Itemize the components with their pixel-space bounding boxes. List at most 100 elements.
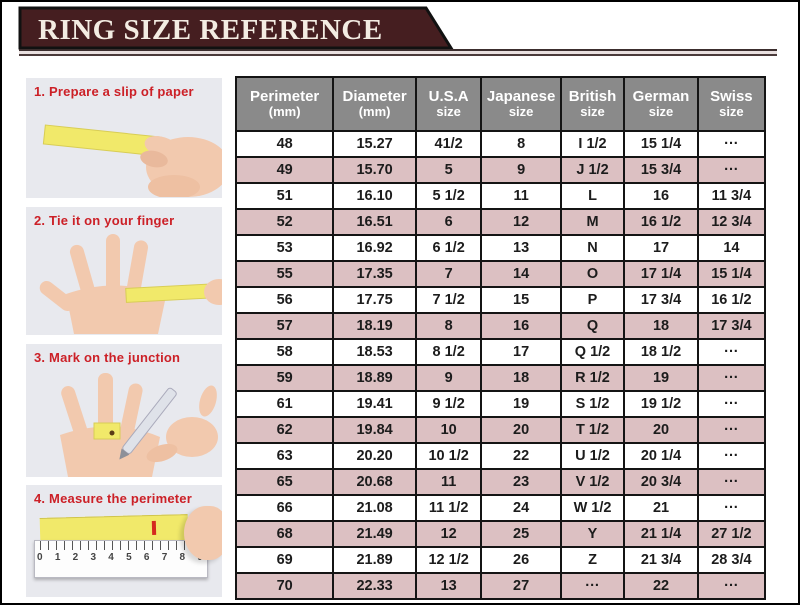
- step-2-caption: 2. Tie it on your finger: [34, 213, 175, 228]
- step-4-card: 4. Measure the perimeter 0123456789: [26, 485, 222, 597]
- table-cell: 65: [234, 468, 335, 496]
- table-cell: 8: [480, 130, 562, 158]
- table-cell: 53: [234, 234, 335, 262]
- table-cell: ···: [696, 494, 767, 522]
- column-header: Swiss size: [696, 76, 767, 132]
- table-cell: 27 1/2: [696, 520, 767, 548]
- pulling-hand: [204, 279, 222, 305]
- table-cell: 22: [480, 442, 562, 470]
- table-cell: 17 1/4: [623, 260, 699, 288]
- step-1-illustration: [42, 124, 222, 197]
- table-cell: 16.92: [332, 234, 417, 262]
- ruler-number: 1: [54, 552, 61, 563]
- table-cell: 6 1/2: [414, 234, 483, 262]
- ruler-number: 5: [126, 552, 132, 563]
- table-row: 69 21.89 12 1/2 26 Z 21 3/4 28 3/4: [234, 546, 767, 574]
- table-cell: R 1/2: [559, 364, 626, 392]
- step-4-caption: 4. Measure the perimeter: [34, 491, 192, 506]
- table-cell: 48: [234, 130, 335, 158]
- table-cell: 52: [234, 208, 335, 236]
- table-cell: 21 3/4: [623, 546, 699, 574]
- paper-band: [93, 422, 121, 440]
- table-cell: 20.68: [332, 468, 417, 496]
- table-cell: 16: [623, 182, 699, 210]
- table-cell: 28 3/4: [696, 546, 767, 574]
- table-cell: 12 3/4: [696, 208, 767, 236]
- table-cell: 19.41: [332, 390, 417, 418]
- writing-hand: [146, 385, 218, 463]
- banner-background: [18, 6, 454, 50]
- table-cell: ···: [696, 338, 767, 366]
- table-row: 57 18.19 8 16 Q 18 17 3/4: [234, 312, 767, 340]
- table-cell: I 1/2: [559, 130, 626, 158]
- table-cell: 14: [696, 234, 767, 262]
- table-cell: 49: [234, 156, 335, 184]
- table-cell: P: [559, 286, 626, 314]
- ruler: 0123456789: [34, 540, 208, 578]
- table-row: 62 19.84 10 20 T 1/2 20 ···: [234, 416, 767, 444]
- ruler-number: 6: [143, 552, 150, 563]
- table-cell: 56: [234, 286, 335, 314]
- step-1-caption: 1. Prepare a slip of paper: [34, 84, 194, 99]
- table-cell: 13: [480, 234, 562, 262]
- table-cell: 20.20: [332, 442, 417, 470]
- table-cell: 16 1/2: [623, 208, 699, 236]
- table-header-row: Perimeter (mm) Diameter (mm) U.S.A size Japane…: [234, 76, 767, 132]
- table-cell: Y: [559, 520, 626, 548]
- table-cell: 16 1/2: [696, 286, 767, 314]
- table-cell: 57: [234, 312, 335, 340]
- ruler-number: 3: [90, 552, 96, 563]
- table-cell: 21: [623, 494, 699, 522]
- table-row: 63 20.20 10 1/2 22 U 1/2 20 1/4 ···: [234, 442, 767, 470]
- table-cell: L: [559, 182, 626, 210]
- table-cell: 12 1/2: [414, 546, 483, 574]
- table-cell: 16.10: [332, 182, 417, 210]
- table-cell: 7: [414, 260, 483, 288]
- table-cell: 41/2: [414, 130, 483, 158]
- table-cell: 17.35: [332, 260, 417, 288]
- table-cell: 17: [623, 234, 699, 262]
- table-cell: 15 3/4: [623, 156, 699, 184]
- ruler-number: 2: [72, 552, 79, 563]
- table-cell: 17 3/4: [623, 286, 699, 314]
- table-cell: S 1/2: [559, 390, 626, 418]
- table-cell: 24: [480, 494, 562, 522]
- table-cell: 18.53: [332, 338, 417, 366]
- table-cell: 10: [414, 416, 483, 444]
- table-cell: 21.49: [332, 520, 417, 548]
- ruler-numbers: 0123456789: [35, 550, 207, 563]
- table-row: 58 18.53 8 1/2 17 Q 1/2 18 1/2 ···: [234, 338, 767, 366]
- open-hand: [39, 234, 166, 334]
- table-cell: 18: [623, 312, 699, 340]
- table-cell: 17.75: [332, 286, 417, 314]
- step-4-illustration: 0123456789: [26, 506, 222, 594]
- table-cell: ···: [696, 572, 767, 600]
- table-cell: ···: [696, 442, 767, 470]
- table-cell: 12: [480, 208, 562, 236]
- table-row: 55 17.35 7 14 O 17 1/4 15 1/4: [234, 260, 767, 288]
- step-1-card: 1. Prepare a slip of paper: [26, 78, 222, 198]
- table-cell: 19 1/2: [623, 390, 699, 418]
- table-cell: 6: [414, 208, 483, 236]
- table-cell: 11 1/2: [414, 494, 483, 522]
- table-cell: 17 3/4: [696, 312, 767, 340]
- table-cell: 19: [480, 390, 562, 418]
- ruler-ticks: [40, 541, 202, 550]
- table-cell: 21 1/4: [623, 520, 699, 548]
- table-cell: 13: [414, 572, 483, 600]
- table-cell: 15 1/4: [696, 260, 767, 288]
- table-cell: 5 1/2: [414, 182, 483, 210]
- table-cell: ···: [696, 416, 767, 444]
- table-row: 70 22.33 13 27 ··· 22 ···: [234, 572, 767, 600]
- table-cell: 51: [234, 182, 335, 210]
- table-cell: 20 1/4: [623, 442, 699, 470]
- pen-mark: [151, 520, 157, 536]
- table-cell: 17: [480, 338, 562, 366]
- column-header: Japanese size: [480, 76, 562, 132]
- step-3-card: 3. Mark on the junction: [26, 344, 222, 477]
- table-cell: 15.70: [332, 156, 417, 184]
- table-cell: 62: [234, 416, 335, 444]
- table-cell: 22.33: [332, 572, 417, 600]
- table-cell: 14: [480, 260, 562, 288]
- junction-mark: [109, 430, 115, 436]
